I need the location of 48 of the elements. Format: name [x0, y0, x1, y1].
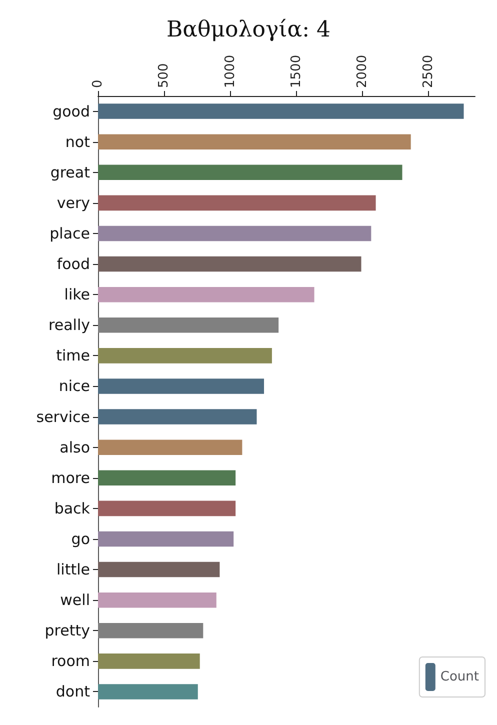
y-tick-label: room — [51, 652, 90, 670]
y-tick-label: pretty — [44, 622, 90, 640]
y-tick-label: not — [65, 132, 90, 151]
y-tick-label: time — [56, 346, 90, 365]
chart-title: Βαθμολογία: 4 — [166, 18, 331, 42]
bar — [98, 409, 257, 424]
y-tick-label: like — [64, 286, 90, 304]
bar — [98, 622, 204, 638]
bar — [98, 104, 464, 119]
bar — [98, 440, 242, 455]
y-tick-label: really — [48, 316, 90, 334]
bar — [98, 164, 402, 180]
x-tick-label: 500 — [156, 63, 172, 88]
y-tick-label: place — [50, 224, 90, 242]
y-tick-label: nice — [58, 377, 90, 396]
bar — [98, 684, 198, 700]
y-tick-label: well — [60, 591, 90, 610]
x-tick-label: 1000 — [222, 54, 238, 88]
bar — [98, 134, 411, 150]
y-tick-label: also — [60, 438, 90, 456]
bar — [98, 348, 272, 364]
bar — [98, 317, 279, 333]
y-tick-label: service — [36, 408, 90, 426]
bar — [98, 286, 314, 302]
y-tick-label: more — [51, 468, 90, 487]
y-tick-label: great — [50, 163, 90, 182]
y-tick-label: very — [56, 194, 90, 212]
bar — [98, 256, 362, 272]
x-tick-label: 0 — [90, 80, 106, 88]
y-tick-label: back — [54, 499, 90, 518]
bar — [98, 592, 216, 608]
legend-label: Count — [440, 670, 480, 684]
y-tick-label: go — [71, 530, 90, 548]
bar — [98, 195, 376, 211]
y-tick-label: little — [56, 560, 90, 579]
bar — [98, 226, 372, 242]
x-tick-label: 2500 — [421, 54, 436, 88]
bar — [98, 470, 236, 486]
y-tick-label: good — [52, 102, 90, 120]
bar — [98, 500, 236, 516]
y-tick-label: dont — [56, 682, 90, 701]
bar — [98, 562, 220, 578]
bar — [98, 531, 234, 547]
bar — [98, 654, 200, 669]
x-tick-label: 1500 — [288, 54, 304, 88]
y-tick-label: food — [56, 255, 90, 274]
x-tick-label: 2000 — [355, 54, 370, 88]
bar — [98, 378, 264, 394]
